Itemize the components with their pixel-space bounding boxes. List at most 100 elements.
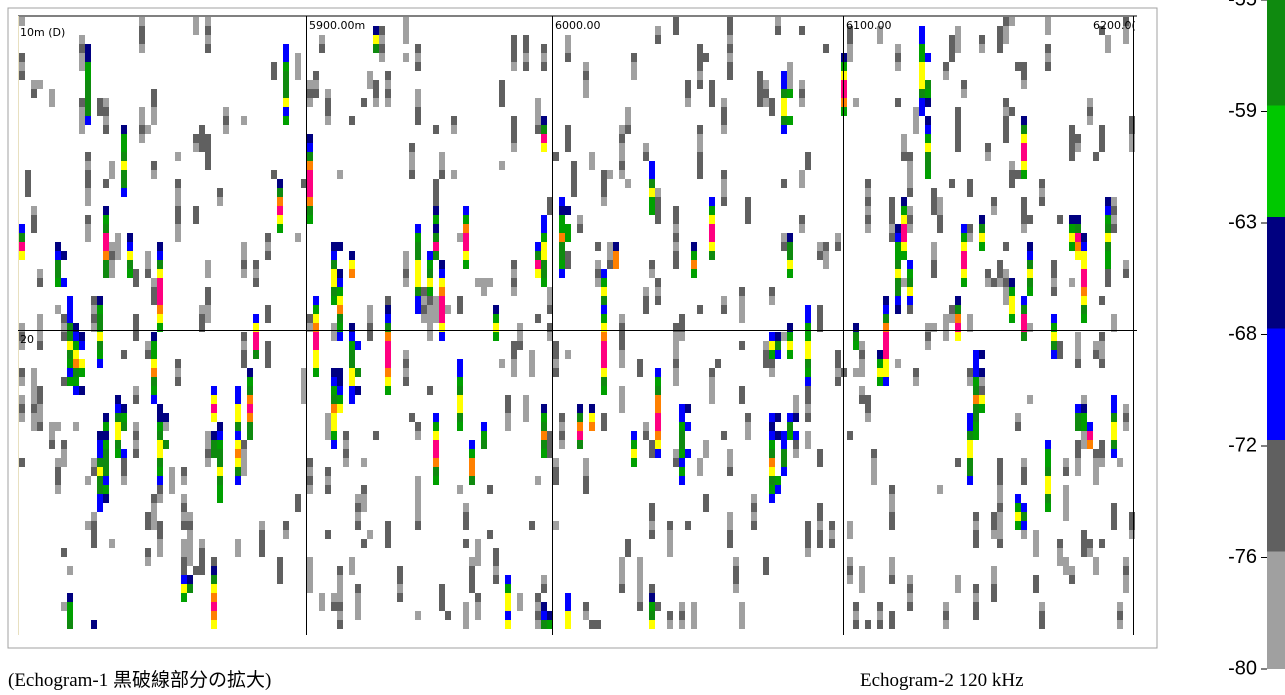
- echo-cell: [61, 377, 67, 386]
- echo-cell: [133, 449, 139, 458]
- echo-cell: [925, 152, 931, 161]
- echo-cell: [463, 242, 469, 251]
- echo-cell: [649, 530, 655, 539]
- echo-cell: [727, 512, 733, 521]
- echo-cell: [439, 170, 445, 179]
- echo-cell: [91, 620, 97, 629]
- echo-cell: [655, 602, 661, 611]
- echo-cell: [337, 620, 343, 629]
- echo-cell: [265, 314, 271, 323]
- echo-cell: [253, 323, 259, 332]
- echo-cell: [415, 611, 421, 620]
- echo-cell: [685, 449, 691, 458]
- echo-cell: [955, 107, 961, 116]
- echo-cell: [721, 431, 727, 440]
- echo-cell: [163, 440, 169, 449]
- echo-cell: [997, 530, 1003, 539]
- echo-cell: [223, 125, 229, 134]
- echo-cell: [943, 332, 949, 341]
- echo-cell: [739, 602, 745, 611]
- echo-cell: [655, 368, 661, 377]
- echo-cell: [895, 305, 901, 314]
- echo-cell: [385, 350, 391, 359]
- echo-cell: [349, 323, 355, 332]
- echo-cell: [763, 359, 769, 368]
- echo-cell: [643, 152, 649, 161]
- echo-cell: [781, 449, 787, 458]
- echo-cell: [1021, 71, 1027, 80]
- echo-cell: [103, 98, 109, 107]
- echo-cell: [307, 206, 313, 215]
- echo-cell: [979, 44, 985, 53]
- echo-cell: [91, 323, 97, 332]
- echo-cell: [1003, 107, 1009, 116]
- echo-cell: [1099, 332, 1105, 341]
- echo-cell: [19, 332, 25, 341]
- echo-cell: [763, 80, 769, 89]
- echo-cell: [559, 413, 565, 422]
- echo-cell: [427, 332, 433, 341]
- echo-cell: [1123, 422, 1129, 431]
- echo-cell: [217, 431, 223, 440]
- echo-cell: [199, 323, 205, 332]
- echo-cell: [157, 539, 163, 548]
- echo-cell: [427, 278, 433, 287]
- echo-cell: [73, 341, 79, 350]
- echo-cell: [415, 269, 421, 278]
- echo-cell: [475, 548, 481, 557]
- echo-cell: [817, 458, 823, 467]
- echo-cell: [649, 512, 655, 521]
- echo-cell: [1111, 404, 1117, 413]
- echo-cell: [709, 395, 715, 404]
- echo-cell: [1063, 494, 1069, 503]
- echo-cell: [601, 197, 607, 206]
- echogram-cells: [19, 17, 1135, 629]
- echo-cell: [61, 251, 67, 260]
- echo-cell: [817, 251, 823, 260]
- echo-cell: [121, 467, 127, 476]
- echo-cell: [139, 134, 145, 143]
- echo-cell: [349, 350, 355, 359]
- echo-cell: [265, 359, 271, 368]
- echo-cell: [907, 215, 913, 224]
- echo-cell: [1021, 476, 1027, 485]
- echo-cell: [1111, 503, 1117, 512]
- echo-cell: [781, 467, 787, 476]
- echo-cell: [103, 458, 109, 467]
- echo-cell: [307, 98, 313, 107]
- echo-cell: [1099, 341, 1105, 350]
- echo-cell: [979, 404, 985, 413]
- echo-cell: [1039, 197, 1045, 206]
- echo-cell: [61, 278, 67, 287]
- echo-cell: [505, 620, 511, 629]
- echo-cell: [961, 278, 967, 287]
- echo-cell: [997, 485, 1003, 494]
- echo-cell: [433, 440, 439, 449]
- echo-cell: [61, 332, 67, 341]
- echo-cell: [109, 269, 115, 278]
- echo-cell: [991, 206, 997, 215]
- echo-cell: [547, 332, 553, 341]
- echo-cell: [403, 350, 409, 359]
- echo-cell: [703, 53, 709, 62]
- echo-cell: [655, 377, 661, 386]
- echo-cell: [85, 71, 91, 80]
- echo-cell: [67, 305, 73, 314]
- echo-cell: [865, 215, 871, 224]
- echo-cell: [241, 260, 247, 269]
- echo-cell: [1123, 17, 1129, 26]
- echo-cell: [955, 143, 961, 152]
- echo-cell: [157, 494, 163, 503]
- echo-cell: [313, 296, 319, 305]
- echo-cell: [637, 602, 643, 611]
- echo-cell: [265, 341, 271, 350]
- echo-cell: [1075, 449, 1081, 458]
- echo-cell: [379, 35, 385, 44]
- echo-cell: [673, 368, 679, 377]
- echo-cell: [955, 575, 961, 584]
- echo-cell: [307, 476, 313, 485]
- echo-cell: [1087, 107, 1093, 116]
- echo-cell: [313, 89, 319, 98]
- echo-cell: [1021, 467, 1027, 476]
- echo-cell: [181, 548, 187, 557]
